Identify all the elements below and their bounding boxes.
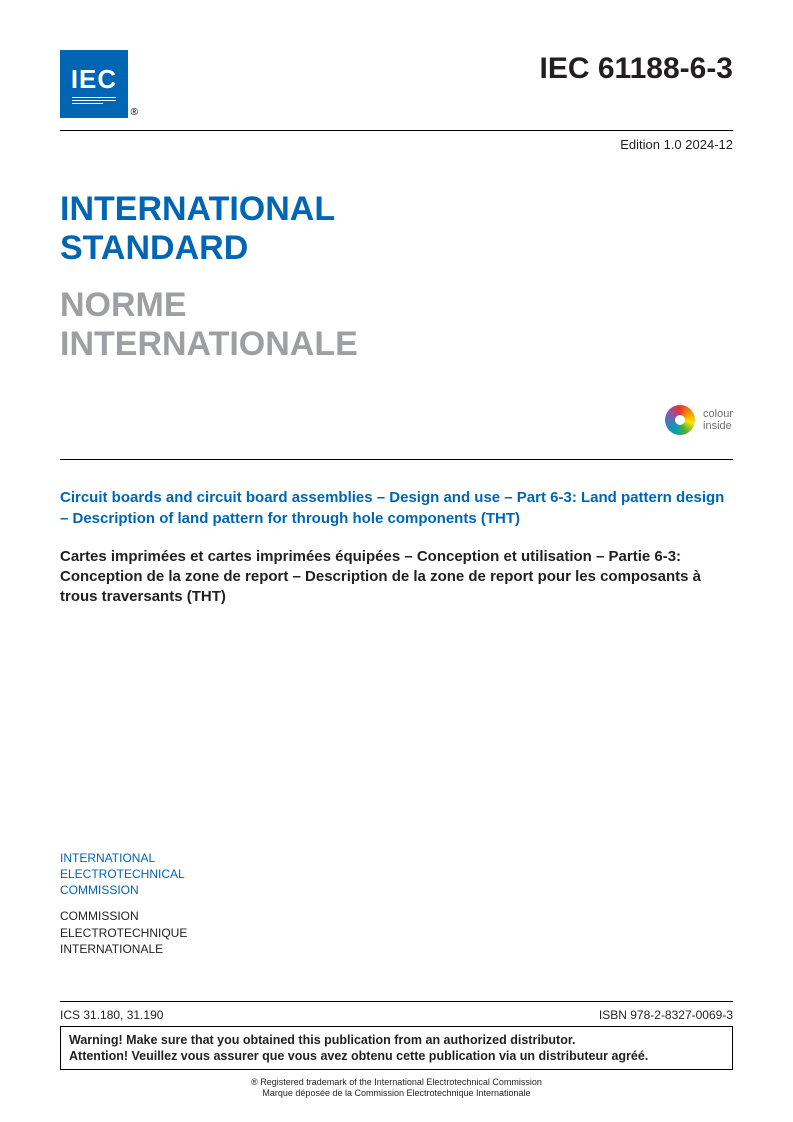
isbn-code: ISBN 978-2-8327-0069-3: [599, 1008, 733, 1022]
colour-label-line2: inside: [703, 420, 733, 432]
page-container: IEC ® IEC 61188-6-3 Edition 1.0 2024-12 …: [0, 0, 793, 1122]
title-french: NORME INTERNATIONALE: [60, 286, 733, 364]
trademark-french: Marque déposée de la Commission Electrot…: [0, 1088, 793, 1100]
subject-english: Circuit boards and circuit board assembl…: [60, 488, 733, 529]
org-fr-line3: INTERNATIONALE: [60, 941, 187, 957]
colour-label: colour inside: [703, 408, 733, 432]
org-en-line3: COMMISSION: [60, 882, 187, 898]
title-fr-line2: INTERNATIONALE: [60, 325, 733, 364]
horizontal-divider: [60, 459, 733, 460]
header-row: IEC ® IEC 61188-6-3: [60, 50, 733, 118]
ics-code: ICS 31.180, 31.190: [60, 1008, 163, 1022]
trademark-notice: ® Registered trademark of the Internatio…: [0, 1077, 793, 1100]
org-en-line2: ELECTROTECHNICAL: [60, 866, 187, 882]
title-english: INTERNATIONAL STANDARD: [60, 190, 733, 268]
subject-french: Cartes imprimées et cartes imprimées équ…: [60, 547, 733, 608]
warning-french: Attention! Veuillez vous assurer que vou…: [69, 1048, 724, 1064]
colour-label-line1: colour: [703, 408, 733, 420]
org-en-line1: INTERNATIONAL: [60, 850, 187, 866]
meta-line: ICS 31.180, 31.190 ISBN 978-2-8327-0069-…: [60, 1001, 733, 1022]
warning-box: Warning! Make sure that you obtained thi…: [60, 1026, 733, 1071]
org-fr-line2: ELECTROTECHNIQUE: [60, 925, 187, 941]
trademark-english: ® Registered trademark of the Internatio…: [0, 1077, 793, 1089]
bottom-metadata: ICS 31.180, 31.190 ISBN 978-2-8327-0069-…: [60, 1001, 733, 1022]
document-id: IEC 61188-6-3: [540, 52, 733, 86]
colour-wheel-icon: [665, 405, 695, 435]
organization-english: INTERNATIONAL ELECTROTECHNICAL COMMISSIO…: [60, 850, 187, 899]
registered-symbol: ®: [131, 107, 138, 118]
title-en-line1: INTERNATIONAL: [60, 190, 733, 229]
logo-wrapper: IEC ®: [60, 50, 128, 118]
main-title-block: INTERNATIONAL STANDARD NORME INTERNATION…: [60, 190, 733, 364]
iec-logo: IEC: [60, 50, 128, 118]
org-fr-line1: COMMISSION: [60, 908, 187, 924]
edition-line: Edition 1.0 2024-12: [60, 130, 733, 152]
subject-block: Circuit boards and circuit board assembl…: [60, 488, 733, 607]
title-en-line2: STANDARD: [60, 229, 733, 268]
logo-lines-icon: [72, 97, 116, 105]
title-fr-line1: NORME: [60, 286, 733, 325]
logo-text: IEC: [71, 64, 117, 95]
colour-inside-badge: colour inside: [665, 405, 733, 435]
organization-french: COMMISSION ELECTROTECHNIQUE INTERNATIONA…: [60, 908, 187, 957]
warning-english: Warning! Make sure that you obtained thi…: [69, 1032, 724, 1048]
organization-block: INTERNATIONAL ELECTROTECHNICAL COMMISSIO…: [60, 850, 187, 957]
